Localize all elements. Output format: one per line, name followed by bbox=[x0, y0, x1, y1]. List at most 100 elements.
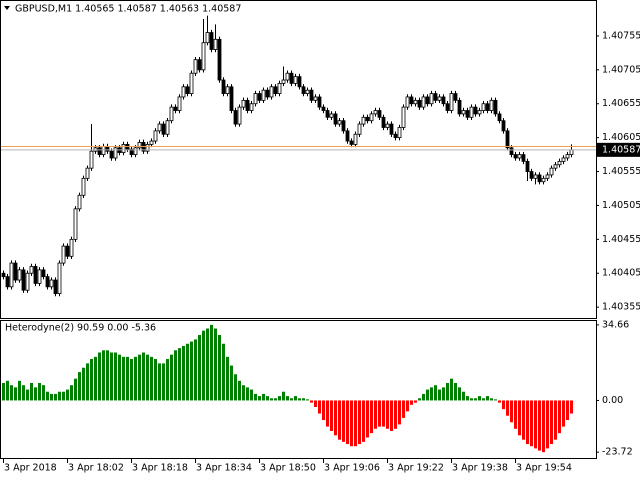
histogram-bar bbox=[550, 400, 553, 445]
histogram-bar bbox=[218, 335, 221, 401]
chart-title: GBPUSD,M1 1.40565 1.40587 1.40563 1.4058… bbox=[15, 4, 241, 15]
candle-body bbox=[465, 110, 470, 118]
histogram-bar bbox=[62, 391, 65, 401]
candle-body bbox=[53, 279, 58, 294]
histogram-bar bbox=[258, 396, 261, 401]
histogram-bar bbox=[434, 385, 437, 401]
candle-body bbox=[221, 79, 226, 94]
candle-body bbox=[277, 82, 282, 94]
histogram-bar bbox=[358, 400, 361, 445]
x-tick-label: 3 Apr 2018 bbox=[4, 463, 57, 474]
candle-body bbox=[481, 103, 486, 111]
candle-body bbox=[561, 157, 566, 162]
y-tick-label: 1.40705 bbox=[602, 64, 640, 75]
histogram-bar bbox=[30, 383, 33, 401]
bid-label-box bbox=[597, 142, 640, 157]
candle-body bbox=[281, 79, 286, 84]
histogram-bar bbox=[166, 359, 169, 401]
candle-body bbox=[369, 113, 374, 122]
histogram-bar bbox=[390, 400, 393, 431]
histogram-bar bbox=[254, 393, 257, 401]
candle-body bbox=[509, 147, 514, 155]
candle-body bbox=[489, 99, 494, 111]
histogram-bar bbox=[22, 385, 25, 401]
y-tick-label: 1.40455 bbox=[602, 234, 640, 245]
y-tick-label: 1.40355 bbox=[602, 302, 640, 313]
histogram-bar bbox=[374, 400, 377, 429]
candle-body bbox=[297, 76, 302, 88]
histogram-bar bbox=[478, 396, 481, 401]
histogram-bar bbox=[370, 400, 373, 434]
x-tick-label: 3 Apr 19:06 bbox=[324, 463, 380, 474]
candle-body bbox=[445, 103, 450, 111]
histogram-bar bbox=[446, 383, 449, 401]
histogram-bar bbox=[2, 383, 5, 401]
histogram-bar bbox=[118, 354, 121, 401]
histogram-bar bbox=[138, 354, 141, 401]
candle-body bbox=[409, 96, 414, 105]
histogram-bar bbox=[490, 398, 493, 401]
histogram-bar bbox=[134, 356, 137, 401]
candle-body bbox=[73, 208, 78, 240]
candle-body bbox=[269, 86, 274, 98]
histogram-bar bbox=[190, 341, 193, 401]
candle-body bbox=[349, 140, 354, 145]
candle-body bbox=[353, 133, 358, 145]
candle-body bbox=[177, 96, 182, 111]
histogram-bar bbox=[346, 400, 349, 445]
histogram-bar bbox=[466, 396, 469, 401]
candle-body bbox=[49, 279, 54, 288]
candle-body bbox=[517, 154, 522, 159]
candle-body bbox=[21, 269, 26, 291]
histogram-bar bbox=[566, 400, 569, 421]
candle-body bbox=[325, 110, 330, 118]
histogram-bar bbox=[546, 400, 549, 449]
histogram-bar bbox=[306, 399, 309, 401]
histogram-bar bbox=[418, 398, 421, 401]
candle-body bbox=[513, 154, 518, 159]
candle-body bbox=[413, 99, 418, 105]
histogram-bar bbox=[238, 380, 241, 401]
histogram-bar bbox=[470, 398, 473, 401]
histogram-bar bbox=[186, 343, 189, 401]
histogram-bar bbox=[558, 400, 561, 434]
histogram-bar bbox=[122, 356, 125, 401]
candle-body bbox=[493, 99, 498, 115]
candle-body bbox=[333, 113, 338, 125]
candle-body bbox=[505, 130, 510, 149]
y-tick-label: 1.40505 bbox=[602, 200, 640, 211]
candle-body bbox=[213, 38, 218, 50]
histogram-bar bbox=[318, 400, 321, 414]
histogram-bar bbox=[378, 400, 381, 427]
candle-body bbox=[65, 245, 70, 257]
candle-body bbox=[265, 89, 270, 98]
histogram-bar bbox=[330, 400, 333, 431]
histogram-bar bbox=[526, 400, 529, 445]
histogram-bar bbox=[402, 400, 405, 418]
candle-body bbox=[81, 177, 86, 196]
histogram-bar bbox=[202, 330, 205, 401]
candle-body bbox=[57, 262, 62, 294]
histogram-bar bbox=[426, 389, 429, 401]
histogram-bar bbox=[234, 374, 237, 401]
indicator-title: Heterodyne(2) 90.59 0.00 -5.36 bbox=[5, 323, 156, 334]
histogram-bar bbox=[274, 398, 277, 401]
histogram-bar bbox=[162, 363, 165, 401]
candle-body bbox=[401, 106, 406, 128]
candle-body bbox=[405, 96, 410, 108]
candle-body bbox=[565, 154, 570, 159]
candle-body bbox=[161, 123, 166, 135]
x-tick-label: 3 Apr 18:34 bbox=[196, 463, 252, 474]
histogram-bar bbox=[178, 348, 181, 401]
candle-body bbox=[533, 174, 538, 179]
histogram-bar bbox=[518, 400, 521, 436]
candle-body bbox=[557, 160, 562, 166]
candle-body bbox=[501, 120, 506, 132]
histogram-bar bbox=[158, 363, 161, 401]
histogram-bar bbox=[282, 391, 285, 401]
candle-body bbox=[469, 106, 474, 118]
histogram-bar bbox=[554, 400, 557, 440]
histogram-bar bbox=[302, 398, 305, 401]
x-tick-label: 3 Apr 18:50 bbox=[260, 463, 316, 474]
candle-body bbox=[425, 96, 430, 105]
